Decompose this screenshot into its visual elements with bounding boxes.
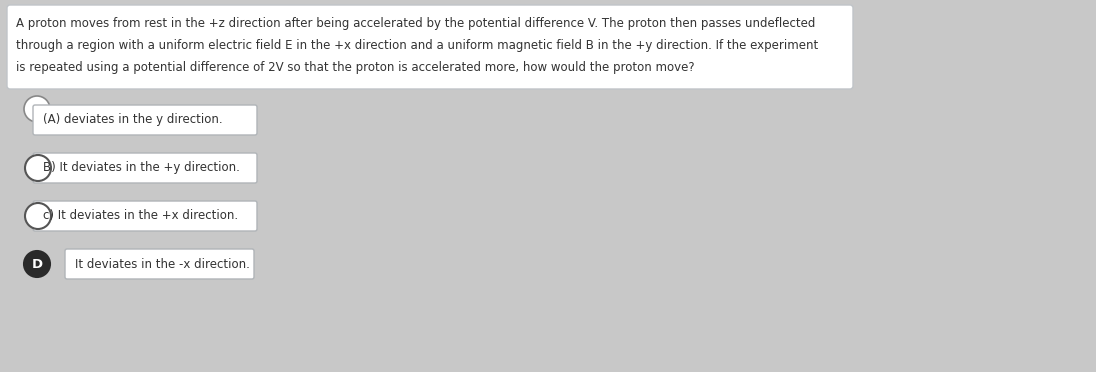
- FancyBboxPatch shape: [33, 201, 256, 231]
- FancyBboxPatch shape: [33, 105, 256, 135]
- FancyBboxPatch shape: [65, 249, 254, 279]
- Text: (A) deviates in the y direction.: (A) deviates in the y direction.: [43, 113, 222, 126]
- FancyBboxPatch shape: [7, 5, 853, 89]
- Text: D: D: [32, 257, 43, 270]
- Circle shape: [24, 251, 50, 277]
- Circle shape: [25, 203, 52, 229]
- Text: It deviates in the -x direction.: It deviates in the -x direction.: [75, 257, 250, 270]
- Text: A proton moves from rest in the +z direction after being accelerated by the pote: A proton moves from rest in the +z direc…: [16, 17, 815, 30]
- Text: c) It deviates in the +x direction.: c) It deviates in the +x direction.: [43, 209, 238, 222]
- Circle shape: [24, 96, 50, 122]
- Text: through a region with a uniform electric field E in the +x direction and a unifo: through a region with a uniform electric…: [16, 39, 819, 52]
- Text: is repeated using a potential difference of 2V so that the proton is accelerated: is repeated using a potential difference…: [16, 61, 695, 74]
- FancyBboxPatch shape: [33, 153, 256, 183]
- Text: B) It deviates in the +y direction.: B) It deviates in the +y direction.: [43, 161, 240, 174]
- Circle shape: [25, 155, 52, 181]
